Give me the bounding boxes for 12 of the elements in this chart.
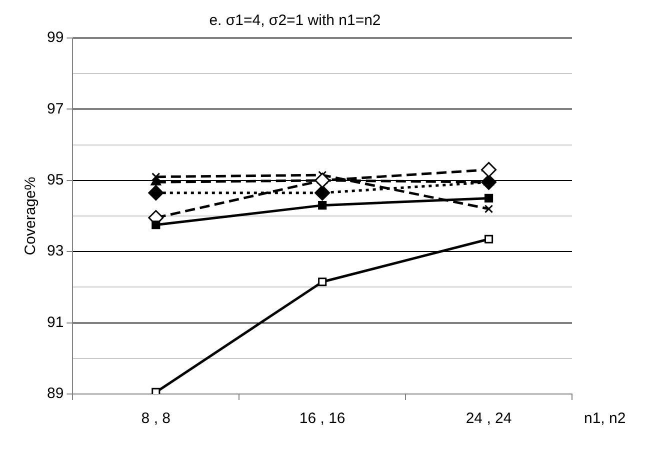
y-tick-label: 99: [46, 29, 64, 46]
chart-title: e. σ1=4, σ2=1 with n1=n2: [209, 12, 381, 30]
x-tick-label: 16 , 16: [299, 410, 346, 428]
y-tick-label: 95: [46, 172, 64, 189]
y-tick-label: 93: [46, 242, 64, 260]
y-tick-label: 89: [46, 385, 64, 402]
y-tick-label: 91: [46, 314, 64, 331]
y-tick-label: 97: [46, 100, 64, 118]
y-axis-title: Coverage%: [22, 176, 40, 256]
x-tick-label: 24 , 24: [466, 410, 512, 428]
x-tick-label: 8 , 8: [141, 410, 170, 428]
x-axis-title: n1, n2: [584, 410, 626, 428]
